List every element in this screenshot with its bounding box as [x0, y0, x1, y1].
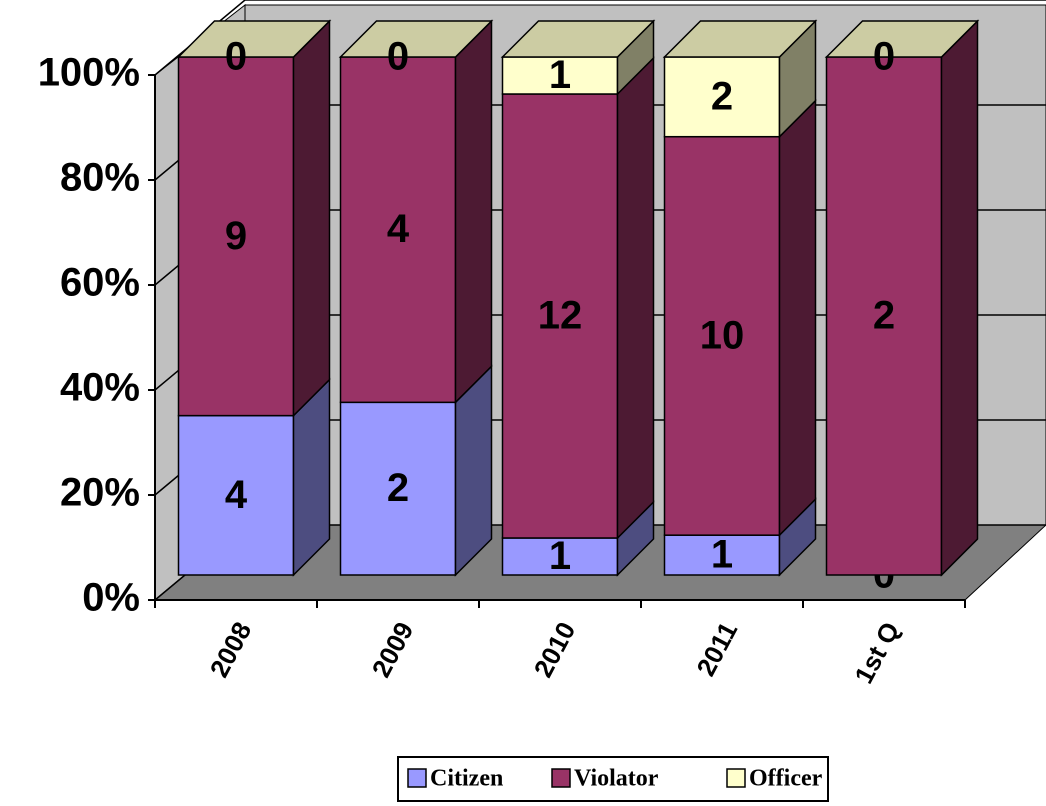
legend — [397, 756, 829, 802]
y-tick-label: 0% — [82, 576, 140, 620]
x-tick-label: 2011 — [690, 617, 743, 681]
bar-segment — [501, 93, 619, 539]
y-tick-label: 40% — [60, 366, 140, 410]
x-tick-label: 1st Q — [848, 617, 905, 689]
bar-side — [616, 56, 655, 540]
bar-top — [662, 20, 818, 58]
bar-segment — [339, 401, 457, 576]
data-label: 9 — [225, 214, 247, 258]
data-label: 2 — [873, 294, 895, 338]
data-label: 4 — [225, 473, 248, 517]
data-label: 1 — [549, 53, 571, 97]
data-label: 12 — [538, 294, 583, 338]
y-tick-label: 100% — [38, 51, 140, 95]
legend-swatch — [551, 768, 571, 788]
legend-swatch — [407, 768, 427, 788]
bar-segment — [177, 56, 295, 417]
bar-top — [338, 20, 494, 58]
bar-segment — [663, 135, 781, 536]
legend-label: Citizen — [430, 766, 503, 792]
bar-top — [824, 20, 980, 58]
data-label: 0 — [225, 35, 247, 79]
data-label: 4 — [387, 207, 410, 251]
legend-swatch — [726, 768, 746, 788]
bar-side — [940, 19, 979, 577]
bar-top — [500, 20, 656, 58]
x-tick-label: 2010 — [528, 617, 582, 682]
y-tick-label: 20% — [60, 471, 140, 515]
data-label: 0 — [873, 35, 895, 79]
bar-segment — [501, 56, 619, 95]
bar-segment — [501, 537, 619, 576]
x-tick-label: 2009 — [366, 617, 420, 682]
bar-segment — [663, 534, 781, 576]
data-label: 1 — [549, 534, 571, 578]
bar-top — [176, 20, 332, 58]
legend-label: Officer — [749, 766, 823, 792]
y-tick-label: 80% — [60, 156, 140, 200]
data-label: 2 — [711, 74, 733, 118]
data-label: 2 — [387, 466, 409, 510]
bar-segment — [825, 56, 943, 576]
bars: 49024011211102020 — [176, 19, 980, 597]
bar-segment — [339, 56, 457, 404]
bar-side — [454, 19, 493, 405]
data-label: 1 — [711, 533, 733, 577]
bar-side — [292, 19, 331, 418]
bar-side — [778, 98, 817, 537]
data-label: 10 — [700, 313, 745, 357]
bar-segment — [177, 414, 295, 576]
legend-label: Violator — [574, 766, 659, 792]
x-tick-label: 2008 — [204, 617, 258, 682]
legend-items: Citizen Violator Officer — [407, 766, 823, 792]
data-label: 0 — [387, 35, 409, 79]
y-tick-label: 60% — [60, 261, 140, 305]
